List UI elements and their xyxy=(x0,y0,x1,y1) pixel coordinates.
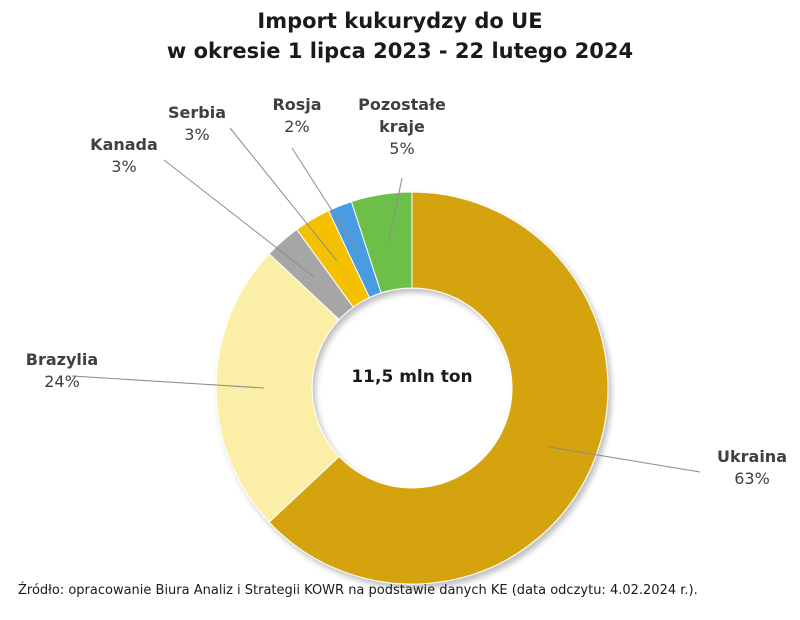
slice-ukraina xyxy=(268,191,609,585)
leader-line-serbia xyxy=(229,127,338,261)
center-total-label: 11,5 mln ton xyxy=(351,367,472,387)
leader-line-brazylia xyxy=(71,375,265,389)
chart-title-line-2: w okresie 1 lipca 2023 - 22 lutego 2024 xyxy=(166,39,634,63)
slice-label-brazylia: Brazylia 24% xyxy=(26,350,98,391)
chart-title-line-1: Import kukurydzy do UE xyxy=(257,9,543,33)
slice-label-kanada: Kanada 3% xyxy=(90,135,158,176)
leader-line-kanada xyxy=(163,159,315,278)
leader-line-pozostałe-kraje xyxy=(388,177,403,242)
slice-label-pozostałe-kraje: Pozostałe kraje 5% xyxy=(358,95,446,158)
slice-pozostałe-kraje xyxy=(350,191,413,294)
slice-label-ukraina: Ukraina 63% xyxy=(717,447,787,488)
leader-line-ukraina xyxy=(547,446,701,473)
slice-label-serbia: Serbia 3% xyxy=(168,103,226,144)
source-note: Źródło: opracowanie Biura Analiz i Strat… xyxy=(18,583,698,598)
leader-line-rosja xyxy=(291,147,358,251)
slice-brazylia xyxy=(215,253,340,523)
slice-label-rosja: Rosja 2% xyxy=(272,95,321,136)
